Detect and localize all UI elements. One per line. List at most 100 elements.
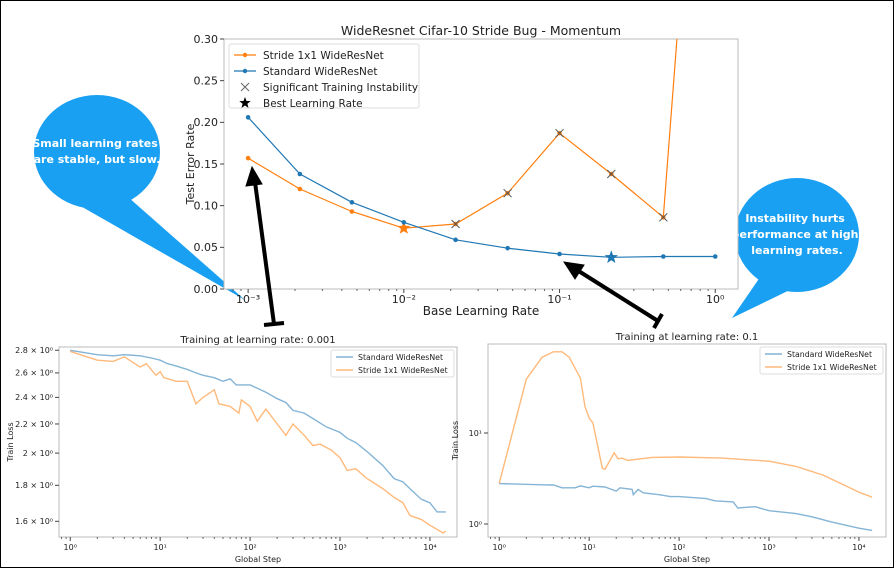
series-line-1 — [69, 350, 447, 534]
legend-entry: Significant Training Instability — [263, 82, 418, 94]
instability-x-marker — [451, 219, 460, 229]
x-tick-label: 10⁰ — [493, 543, 506, 552]
data-point — [661, 254, 666, 259]
legend-box — [228, 43, 420, 109]
x-tick-label: 10¹ — [153, 543, 166, 552]
instability-x-marker — [658, 212, 668, 222]
legend-entry: Standard WideResNet — [787, 350, 872, 359]
series-line-1 — [498, 351, 873, 498]
bubble-right-line-2: performance at high — [732, 228, 859, 241]
legend-marker — [242, 68, 248, 74]
chart-title: WideResnet Cifar-10 Stride Bug - Momentu… — [341, 23, 621, 38]
y-tick-label: 1.8 × 10⁰ — [15, 481, 53, 490]
y-tick-label: 2.2 × 10⁰ — [15, 420, 53, 429]
legend-x-marker — [240, 82, 250, 92]
svg-text:Small learning rates are: Small learning rates are stable, but slo… — [32, 137, 161, 166]
data-point — [245, 115, 251, 120]
y-tick-label: 0.20 — [194, 116, 219, 129]
y-tick-label: 0.10 — [194, 200, 219, 213]
x-tick-label: 10² — [672, 543, 685, 552]
data-point — [505, 245, 510, 251]
x-tick-label: 10⁻³ — [236, 293, 260, 306]
x-axis-label: Global Step — [235, 555, 281, 564]
data-point — [712, 254, 718, 259]
instability-x-marker — [606, 169, 616, 179]
speech-bubble-right: Instability hurts performance at high le… — [732, 178, 863, 318]
data-point — [349, 200, 355, 205]
x-tick-label: 10⁰ — [706, 293, 725, 306]
y-tick-label: 2 × 10⁰ — [23, 449, 53, 458]
x-tick-label: 10³ — [762, 543, 775, 552]
series-line-1 — [247, 116, 716, 258]
series-line-0 — [499, 482, 873, 532]
x-tick-label: 10⁴ — [423, 543, 436, 552]
bubble-left-line-2: are stable, but slow. — [34, 153, 161, 166]
series-group — [245, 39, 718, 263]
arrow-right — [562, 261, 664, 329]
bubble-right-line-1: Instability hurts — [745, 212, 845, 225]
data-point — [453, 237, 458, 243]
bubble-left-line-1: Small learning rates — [32, 137, 158, 150]
legend-box — [330, 349, 455, 378]
y-axis-label: Train Loss — [6, 422, 15, 462]
y-tick-label: 0.30 — [194, 33, 219, 46]
y-tick-label: 10¹ — [469, 429, 482, 438]
y-tick-label: 2.6 × 10⁰ — [15, 369, 53, 378]
legend-entry: Standard WideResNet — [263, 66, 378, 78]
best-star-marker — [397, 221, 411, 234]
legend: Standard WideResNet Stride 1x1 WideResNet — [330, 349, 455, 378]
series-line-0 — [70, 349, 446, 513]
x-tick-label: 10³ — [333, 543, 346, 552]
legend: Standard WideResNet Stride 1x1 WideResNet — [759, 346, 884, 375]
x-axis-label: Base Learning Rate — [423, 304, 539, 318]
y-tick-label: 0.00 — [194, 283, 219, 296]
data-point — [557, 251, 562, 257]
instability-x-marker — [503, 188, 512, 198]
series-line-0 — [247, 39, 678, 229]
x-tick-label: 10⁴ — [852, 543, 865, 552]
legend: Stride 1x1 WideResNet Standard WideResNet… — [228, 43, 420, 110]
legend-entry: Stride 1x1 WideResNet — [358, 366, 448, 375]
chart-title: Training at learning rate: 0.001 — [179, 335, 335, 346]
legend-entry: Stride 1x1 WideResNet — [787, 363, 877, 372]
legend-entry: Stride 1x1 WideResNet — [263, 50, 384, 62]
y-axis-label: Test Error Rate — [184, 123, 197, 205]
x-tick-label: 10⁻² — [392, 293, 416, 306]
legend-entry: Standard WideResNet — [358, 353, 443, 362]
legend-box — [759, 346, 884, 375]
x-tick-label: 10² — [243, 543, 256, 552]
legend-marker — [242, 52, 248, 58]
chart-title: Training at learning rate: 0.1 — [615, 332, 759, 343]
chart-2: Training at learning rate: 0.1 Global Ste… — [451, 332, 887, 564]
chart-1: Training at learning rate: 0.001 Global S… — [6, 335, 458, 564]
data-point — [401, 220, 407, 225]
y-tick-label: 0.25 — [194, 75, 219, 88]
plot-area — [487, 343, 887, 538]
data-point — [349, 209, 355, 214]
svg-text:Instability hurts perfor: Instability hurts performance at high le… — [732, 212, 863, 257]
y-tick-label: 0.05 — [194, 241, 219, 254]
x-axis-label: Global Step — [664, 555, 710, 564]
x-tick-label: 10¹ — [582, 543, 595, 552]
data-point — [297, 186, 303, 192]
chart-0: WideResnet Cifar-10 Stride Bug - Momentu… — [184, 23, 739, 318]
y-axis-label: Train Loss — [451, 421, 460, 461]
legend-star-marker — [239, 97, 251, 108]
instability-x-marker — [555, 128, 564, 138]
bubble-right-line-3: learning rates. — [751, 244, 843, 257]
data-point — [297, 171, 303, 177]
legend-entry: Best Learning Rate — [263, 98, 363, 110]
x-tick-label: 10⁻¹ — [547, 293, 571, 306]
speech-bubble-left: Small learning rates are stable, but slo… — [32, 95, 245, 300]
y-tick-label: 10⁰ — [469, 520, 482, 529]
x-tick-label: 10⁰ — [64, 543, 77, 552]
plot-area — [58, 346, 458, 538]
y-tick-label: 0.15 — [194, 158, 219, 171]
best-star-marker — [604, 250, 618, 263]
arrow-left — [245, 165, 285, 327]
y-tick-label: 1.6 × 10⁰ — [15, 517, 53, 526]
y-tick-label: 2.8 × 10⁰ — [15, 346, 53, 355]
y-tick-label: 2.4 × 10⁰ — [15, 393, 53, 402]
data-point — [245, 155, 251, 161]
